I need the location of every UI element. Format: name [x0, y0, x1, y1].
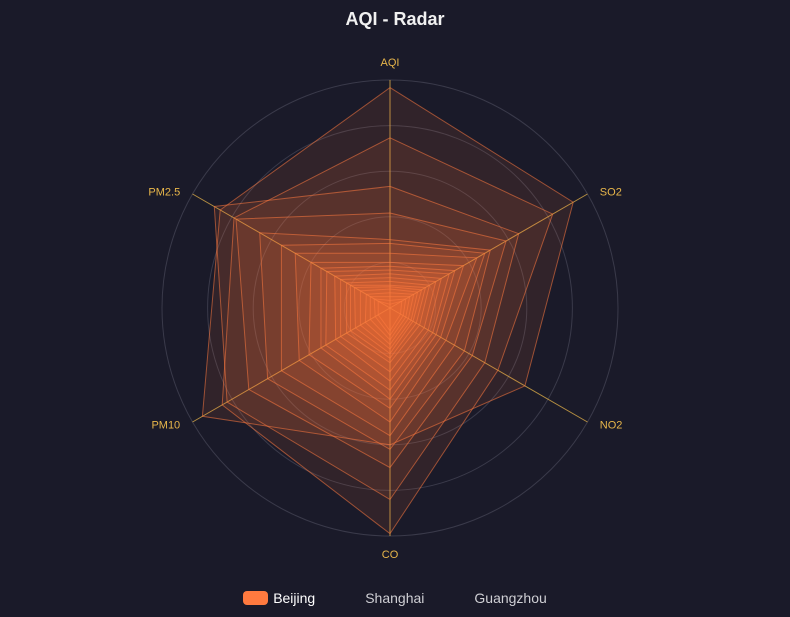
radar-series-polygon	[369, 296, 411, 341]
axis-label-no2: NO2	[600, 420, 623, 432]
axis-label-pm2-5: PM2.5	[148, 187, 180, 199]
legend-item-shanghai[interactable]: Shanghai	[365, 590, 424, 606]
chart-title: AQI - Radar	[345, 9, 445, 29]
radar-series-polygon	[235, 212, 507, 469]
radar-axis-line	[192, 193, 391, 309]
radar-axis-line	[389, 307, 588, 423]
legend-item-guangzhou[interactable]: Guangzhou	[474, 590, 546, 606]
radar-series	[201, 86, 574, 535]
axis-label-so2: SO2	[600, 187, 622, 199]
radar-series-polygon	[280, 242, 486, 437]
radar-axis-labels: AQI SO2 NO2 CO PM10 PM2.5	[148, 57, 622, 561]
legend-label: Beijing	[273, 590, 316, 606]
axis-label-pm10: PM10	[151, 420, 180, 432]
radar-series-polygon	[373, 298, 407, 337]
radar-series-polygon	[221, 137, 554, 535]
legend: Beijing Shanghai Guangzhou	[0, 590, 790, 606]
axis-label-co: CO	[382, 549, 399, 561]
legend-swatch	[243, 591, 269, 605]
radar-axis-line	[192, 307, 391, 423]
radar-series-polygon	[377, 300, 403, 332]
legend-item-beijing[interactable]: Beijing	[243, 590, 315, 606]
radar-axis-line	[389, 193, 588, 309]
radar-series-polygon	[350, 284, 427, 359]
legend-label: Shanghai	[365, 590, 425, 606]
legend-label: Guangzhou	[474, 590, 547, 606]
radar-series-polygon	[259, 232, 491, 451]
axis-label-aqi: AQI	[381, 57, 400, 69]
